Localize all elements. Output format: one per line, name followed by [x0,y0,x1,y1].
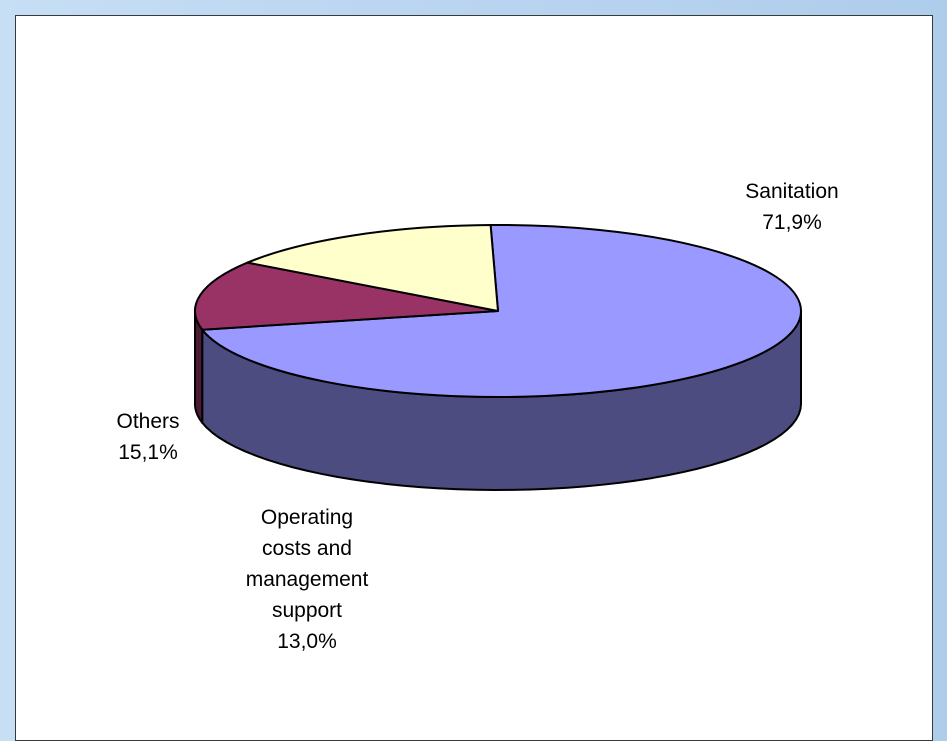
slice-name-label: support [272,599,342,622]
chart-frame: Sanitation 71,9% Operating costs and managem… [15,15,933,741]
pie-slice-0 [201,224,802,398]
slice-name-label: management [246,568,369,591]
slice-value-label: 13,0% [277,630,337,653]
slice-name-label: Operating [261,506,353,529]
slice-value-label: 15,1% [118,441,178,464]
slice-name-label: Others [116,410,179,433]
slice-name-label: costs and [262,537,352,560]
slice-name-label: Sanitation [745,180,838,203]
slice-value-label: 71,9% [762,211,822,234]
slice-label-0: Sanitation 71,9% [745,180,838,234]
pie-chart: Sanitation 71,9% Operating costs and managem… [116,180,838,653]
slice-label-2: Others 15,1% [116,410,179,464]
slice-label-1: Operating costs and management support 13,0% [246,506,369,653]
pie-layer [194,224,802,491]
pie-slice-1 [194,261,499,331]
label-layer: Sanitation 71,9% Operating costs and managem… [116,180,838,653]
pie-slice-2 [246,224,499,312]
